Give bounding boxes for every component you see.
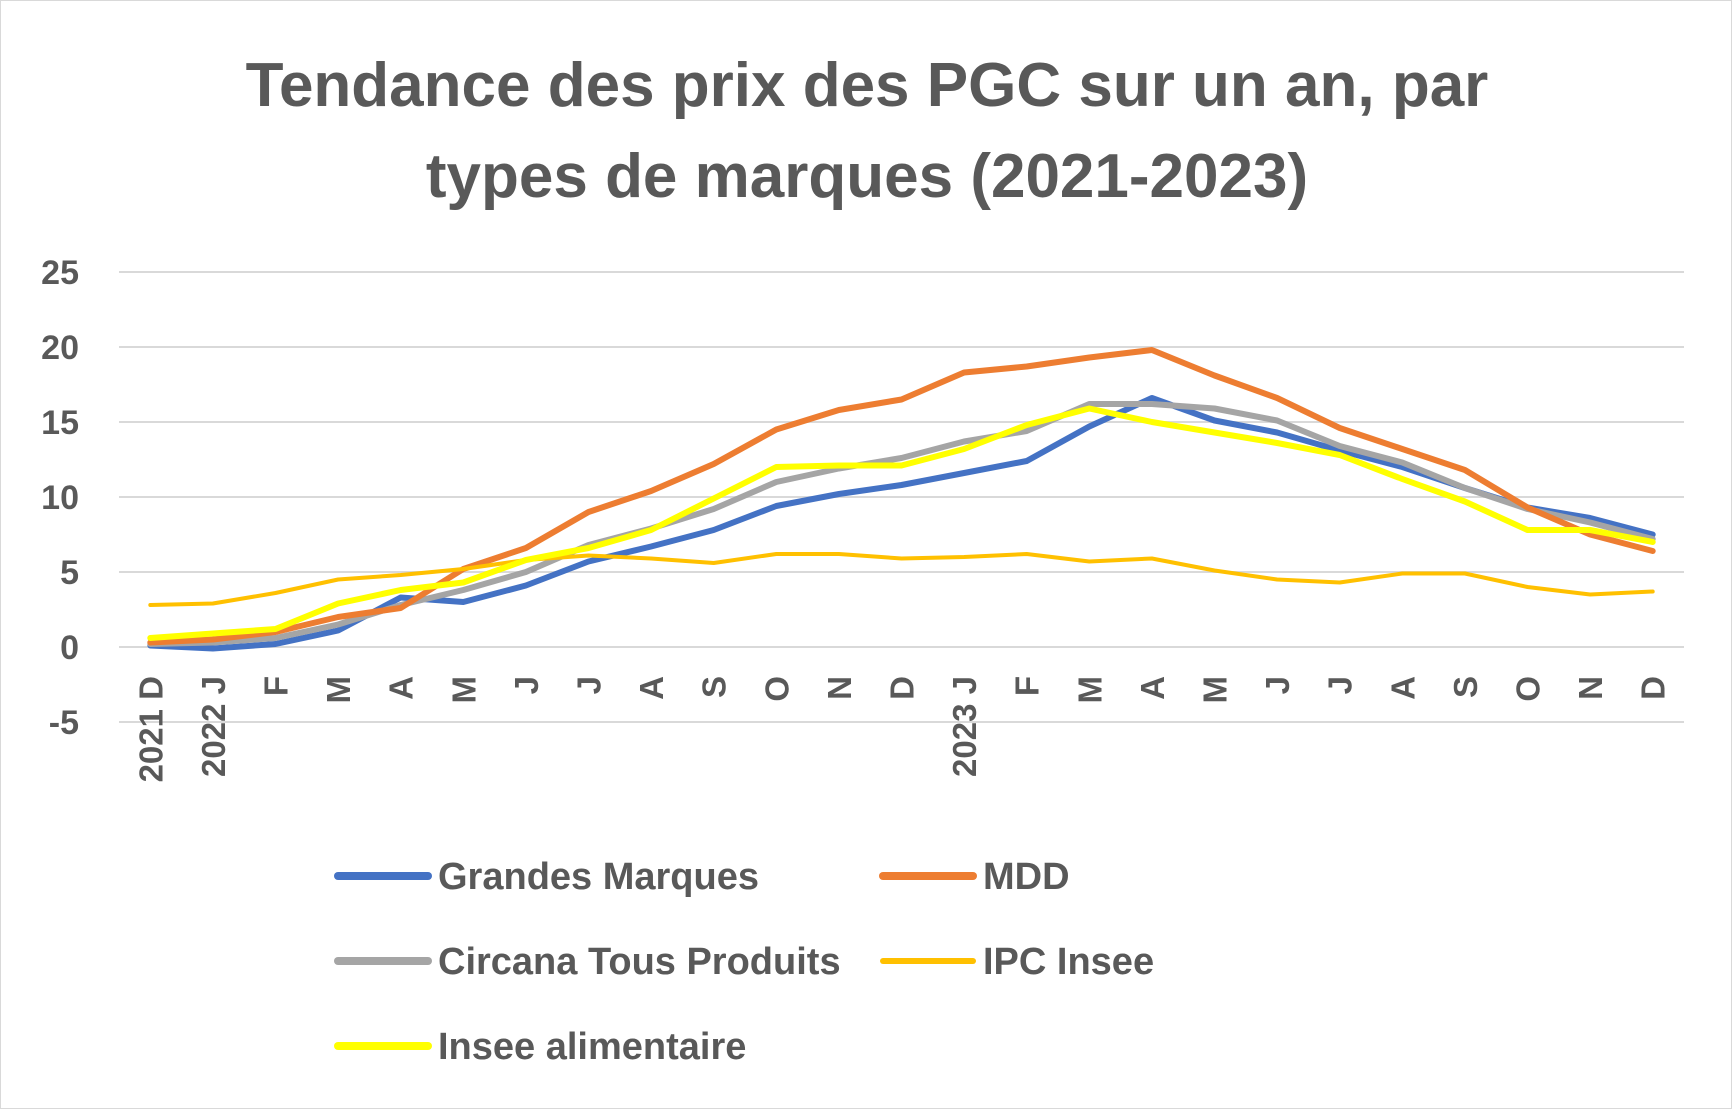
- series-line-mdd: [147, 347, 1656, 646]
- x-axis-ticks: 2021 D 2022 J F M A M J J A S O N D 2023 J F M A M J J A S O N D: [132, 676, 1671, 782]
- x-tick-label: F: [258, 676, 295, 696]
- x-tick-label: D: [884, 676, 921, 700]
- x-tick-label: J: [508, 676, 545, 694]
- x-tick-label: O: [758, 676, 795, 702]
- series-line-grandes-marques: [147, 395, 1656, 652]
- series-line-ipc-insee: [148, 552, 1655, 607]
- x-tick-label: F: [1009, 676, 1046, 696]
- x-tick-label: A: [633, 676, 670, 700]
- legend-label: MDD: [983, 856, 1070, 898]
- x-tick-label: M: [1071, 676, 1108, 704]
- x-tick-label: 2021 D: [132, 676, 169, 782]
- y-tick-label: 0: [60, 629, 79, 667]
- x-tick-label: J: [571, 676, 608, 694]
- legend-label: Insee alimentaire: [438, 1026, 746, 1068]
- legend-label: Grandes Marques: [438, 856, 759, 898]
- y-tick-label: 15: [41, 404, 79, 442]
- chart-title-line-1: Tendance des prix des PGC sur un an, par: [246, 51, 1489, 120]
- x-tick-label: J: [1259, 676, 1296, 694]
- x-tick-label: A: [1134, 676, 1171, 700]
- y-tick-label: -5: [49, 704, 79, 742]
- x-tick-label: S: [1447, 676, 1484, 698]
- x-tick-label: 2022 J: [195, 676, 232, 777]
- chart-title-line-2: types de marques (2021-2023): [426, 142, 1308, 211]
- x-tick-label: M: [1197, 676, 1234, 704]
- x-tick-label: D: [1635, 676, 1672, 700]
- legend-label: IPC Insee: [983, 941, 1154, 983]
- series-lines: [147, 347, 1656, 652]
- x-tick-label: M: [320, 676, 357, 704]
- x-tick-label: N: [821, 676, 858, 700]
- gridlines: [119, 271, 1684, 723]
- legend-label: Circana Tous Produits: [438, 941, 841, 983]
- y-tick-label: 20: [41, 329, 79, 367]
- x-tick-label: J: [1322, 676, 1359, 694]
- y-axis-ticks: 25 20 15 10 5 0 -5: [41, 254, 79, 742]
- x-tick-label: M: [445, 676, 482, 704]
- series-line-insee-alimentaire: [147, 405, 1656, 641]
- x-tick-label: N: [1572, 676, 1609, 700]
- x-tick-label: A: [1384, 676, 1421, 700]
- legend: Grandes Marques MDD Circana Tous Produits I…: [334, 856, 1154, 1068]
- x-tick-label: S: [696, 676, 733, 698]
- x-tick-label: 2023 J: [946, 676, 983, 777]
- y-tick-label: 10: [41, 479, 79, 517]
- y-tick-label: 25: [41, 254, 79, 292]
- y-tick-label: 5: [60, 554, 79, 592]
- x-tick-label: O: [1510, 676, 1547, 702]
- x-tick-label: A: [383, 676, 420, 700]
